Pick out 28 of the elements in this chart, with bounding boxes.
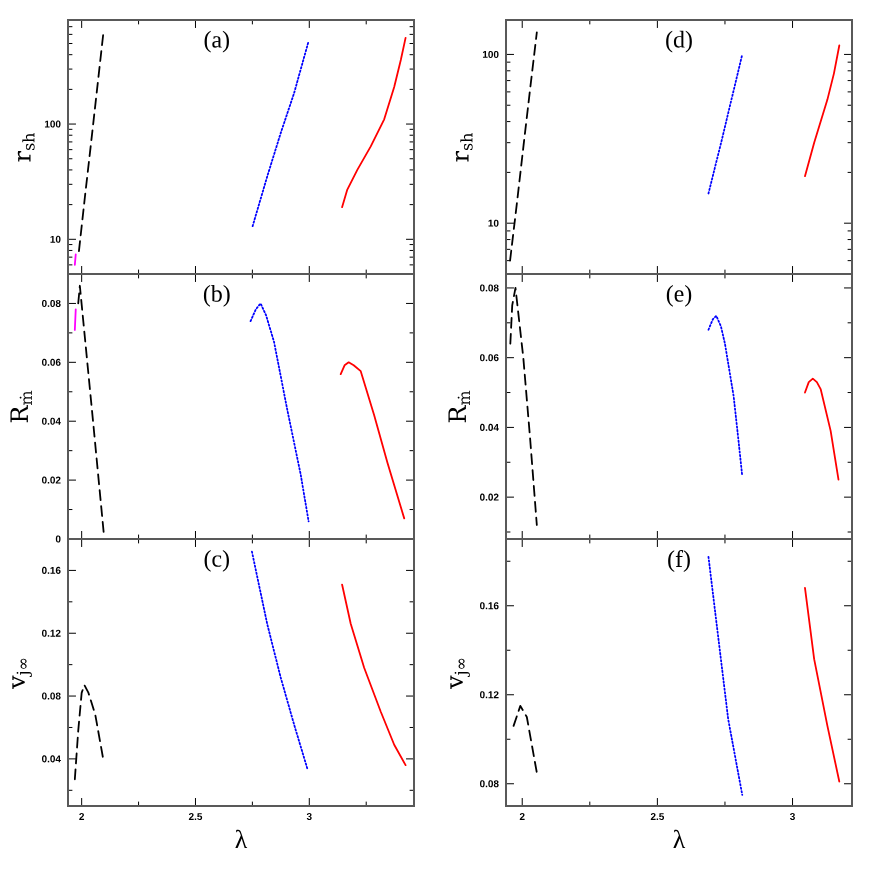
line-series xyxy=(78,28,105,252)
line-series xyxy=(707,555,744,796)
y-axis-title: r$_{sh}$ xyxy=(17,133,35,162)
line-series xyxy=(251,40,310,228)
line-series xyxy=(251,550,309,770)
line-series xyxy=(341,36,407,209)
annotation: (b) xyxy=(203,285,230,307)
line-series xyxy=(707,53,744,195)
x-axis-title: λ xyxy=(673,829,686,849)
annotation: (d) xyxy=(666,30,692,53)
y-axis-title: R$_{ṁ}$ xyxy=(448,390,470,423)
y-axis-title: r$_{sh}$ xyxy=(455,133,473,162)
y-axis-title: R$_{ṁ}$ xyxy=(10,390,32,423)
annotation: (f) xyxy=(668,550,690,572)
line-series xyxy=(249,302,310,523)
line-series xyxy=(341,583,407,767)
line-series xyxy=(339,361,406,520)
annotation: (a) xyxy=(204,30,229,53)
y-axis-title: v$_{j∞}$ xyxy=(12,658,32,689)
annotation: (e) xyxy=(666,285,692,307)
line-series xyxy=(707,314,744,478)
line-series xyxy=(512,704,538,774)
line-series xyxy=(804,377,840,481)
x-axis-title: λ xyxy=(235,829,248,849)
annotation: (c) xyxy=(204,550,229,572)
y-axis-title: v$_{j∞}$ xyxy=(450,658,470,689)
line-series xyxy=(804,44,841,178)
line-series xyxy=(804,587,841,783)
